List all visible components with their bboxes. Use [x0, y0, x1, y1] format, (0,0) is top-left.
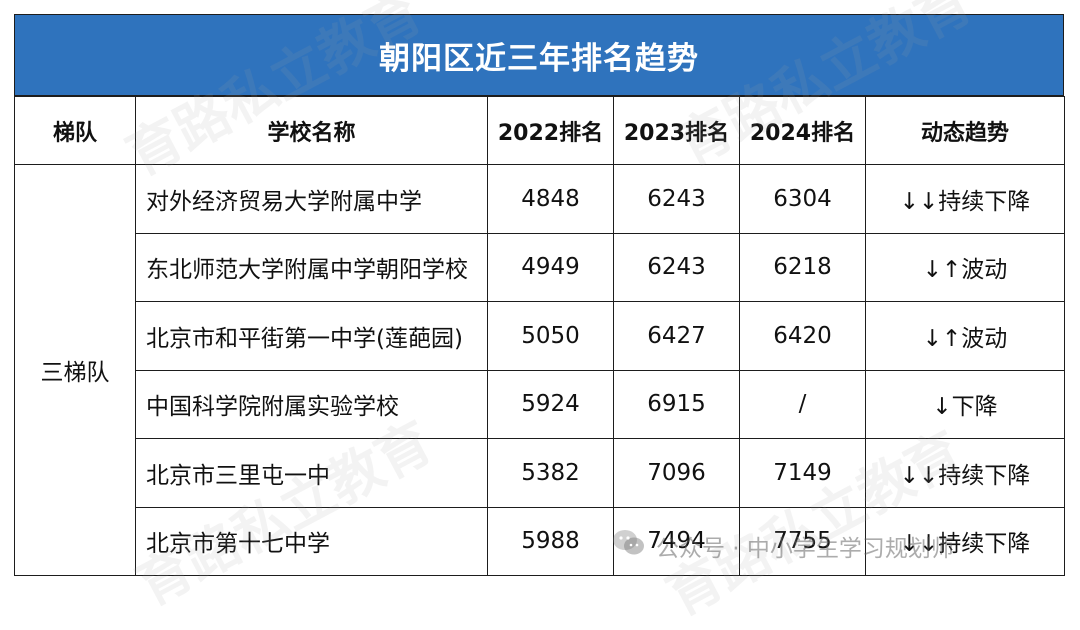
table-row: 三梯队 对外经济贸易大学附属中学 4848 6243 6304 ↓↓持续下降: [14, 164, 1065, 576]
header-trend: 动态趋势: [865, 96, 1065, 165]
rank-2024: 6420: [739, 301, 866, 371]
rank-2023: 6427: [613, 301, 740, 371]
header-rank-2024: 2024排名: [739, 96, 866, 165]
header-school-name: 学校名称: [135, 96, 488, 165]
rank-2022: 5382: [487, 438, 614, 508]
header-tier: 梯队: [14, 96, 136, 165]
trend: ↓↓持续下降: [865, 506, 1065, 576]
school-name: 北京市三里屯一中: [135, 438, 488, 508]
header-rank-2022: 2022排名: [487, 96, 614, 165]
school-name: 中国科学院附属实验学校: [135, 369, 488, 439]
rank-2023: 6243: [613, 164, 740, 234]
school-name: 东北师范大学附属中学朝阳学校: [135, 232, 488, 302]
ranking-table: 梯队 学校名称 2022排名 2023排名 2024排名 动态趋势 三梯队 对外…: [14, 96, 1065, 576]
rank-2023: 7096: [613, 438, 740, 508]
rank-2022: 5050: [487, 301, 614, 371]
rank-2024: 7149: [739, 438, 866, 508]
rank-2024: /: [739, 369, 866, 439]
rank-2022: 5988: [487, 506, 614, 576]
table-row: 北京市和平街第一中学(莲葩园) 5050 6427 6420 ↓↑波动: [15, 301, 1065, 371]
rank-2023: 6243: [613, 232, 740, 302]
rank-2022: 5924: [487, 369, 614, 439]
table-row: 中国科学院附属实验学校 5924 6915 / ↓下降: [15, 369, 1065, 439]
rank-2024: 7755: [739, 506, 866, 576]
trend: ↓下降: [865, 369, 1065, 439]
header-rank-2023: 2023排名: [613, 96, 740, 165]
ranking-table-container: 朝阳区近三年排名趋势 梯队 学校名称 2022排名 2023排名 2024排名 …: [14, 14, 1065, 576]
trend: ↓↓持续下降: [865, 164, 1065, 234]
rank-2023: 6915: [613, 369, 740, 439]
header-row: 梯队 学校名称 2022排名 2023排名 2024排名 动态趋势: [14, 96, 1065, 165]
table-title: 朝阳区近三年排名趋势: [14, 14, 1064, 96]
school-name: 北京市和平街第一中学(莲葩园): [135, 301, 488, 371]
trend: ↓↓持续下降: [865, 438, 1065, 508]
rank-2023: 7494: [613, 506, 740, 576]
table-row: 东北师范大学附属中学朝阳学校 4949 6243 6218 ↓↑波动: [15, 232, 1065, 302]
table-row: 北京市第十七中学 5988 7494 7755 ↓↓持续下降: [15, 506, 1065, 576]
school-name: 对外经济贸易大学附属中学: [135, 164, 488, 234]
rank-2022: 4848: [487, 164, 614, 234]
rank-2024: 6218: [739, 232, 866, 302]
rank-2022: 4949: [487, 232, 614, 302]
table-row: 北京市三里屯一中 5382 7096 7149 ↓↓持续下降: [15, 438, 1065, 508]
rank-2024: 6304: [739, 164, 866, 234]
school-name: 北京市第十七中学: [135, 506, 488, 576]
tier-cell: 三梯队: [14, 164, 136, 576]
trend: ↓↑波动: [865, 301, 1065, 371]
trend: ↓↑波动: [865, 232, 1065, 302]
